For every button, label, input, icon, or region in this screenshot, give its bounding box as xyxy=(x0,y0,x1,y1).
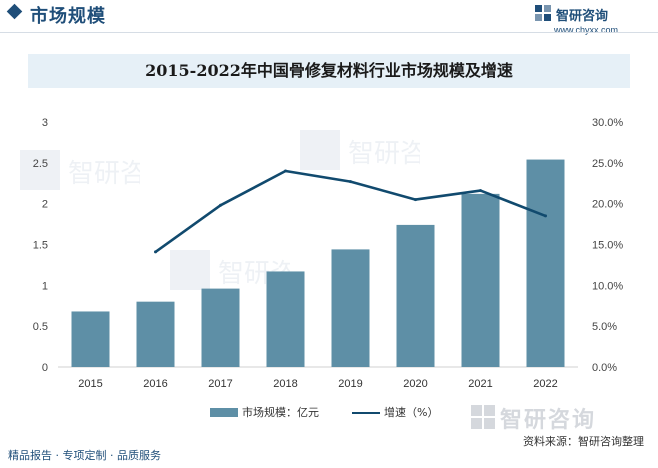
brand-block: 智研咨询 www.chyxx.com xyxy=(534,4,644,36)
bar xyxy=(201,288,240,367)
chart-title: 2015-2022年中国骨修复材料行业市场规模及增速 xyxy=(28,54,630,88)
legend-line-label: 增速（%） xyxy=(384,406,439,419)
growth-point xyxy=(284,169,287,173)
x-tick-label: 2020 xyxy=(403,378,427,390)
x-tick-label: 2022 xyxy=(533,378,557,390)
x-tick-label: 2019 xyxy=(338,378,362,390)
x-tick-label: 2015 xyxy=(78,378,102,390)
brand-url: www.chyxx.com xyxy=(554,25,619,35)
footer-source: 资料来源：智研咨询整理 xyxy=(523,435,644,448)
y-left-tick-label: 1.5 xyxy=(33,240,48,252)
growth-point xyxy=(154,250,157,254)
growth-point xyxy=(219,203,222,207)
brand-logo-icon xyxy=(535,5,551,21)
growth-point xyxy=(414,198,417,202)
y-right-tick-label: 30.0% xyxy=(592,117,623,129)
x-tick-label: 2021 xyxy=(468,378,492,390)
bar xyxy=(396,224,435,367)
footer-brand-watermark: 智研咨询 xyxy=(470,402,640,433)
bar xyxy=(331,249,370,367)
x-tick-label: 2017 xyxy=(208,378,232,390)
y-left-tick-label: 2.5 xyxy=(33,158,48,170)
footer-slogan: 精品报告 · 专项定制 · 品质服务 xyxy=(8,449,161,462)
y-right-tick-label: 5.0% xyxy=(592,321,617,333)
y-left-tick-label: 0 xyxy=(42,362,48,374)
growth-point xyxy=(544,214,547,218)
y-right-tick-label: 15.0% xyxy=(592,240,623,252)
y-left-tick-label: 2 xyxy=(42,199,48,211)
legend-bar-label: 市场规模：亿元 xyxy=(242,406,319,419)
diamond-icon xyxy=(6,3,23,20)
x-tick-label: 2016 xyxy=(143,378,167,390)
y-right-tick-label: 10.0% xyxy=(592,280,623,292)
y-left-tick-label: 3 xyxy=(42,117,48,129)
y-right-tick-label: 0.0% xyxy=(592,362,617,374)
bar xyxy=(266,271,305,367)
growth-point xyxy=(479,189,482,193)
y-right-tick-label: 25.0% xyxy=(592,158,623,170)
growth-point xyxy=(349,180,352,184)
x-tick-label: 2018 xyxy=(273,378,297,390)
page-header: 市场规模 智研咨询 www.chyxx.com xyxy=(0,0,658,35)
y-left-tick-label: 0.5 xyxy=(33,321,48,333)
footer-logo-icon xyxy=(471,405,495,429)
legend-bar-swatch xyxy=(210,408,238,417)
footer-brand-name: 智研咨询 xyxy=(500,408,597,433)
header-divider xyxy=(0,32,658,33)
brand-name: 智研咨询 xyxy=(556,9,609,24)
bar xyxy=(461,193,500,367)
bar xyxy=(71,311,110,367)
bar xyxy=(526,159,565,367)
combo-chart: 00.511.522.530.0%5.0%10.0%15.0%20.0%25.0… xyxy=(33,117,624,390)
chart-legend: 市场规模：亿元 增速（%） xyxy=(0,403,658,423)
y-right-tick-label: 20.0% xyxy=(592,199,623,211)
bar xyxy=(136,301,175,367)
y-left-tick-label: 1 xyxy=(42,280,48,292)
page-title: 市场规模 xyxy=(30,6,106,27)
legend-line-swatch xyxy=(352,412,380,414)
